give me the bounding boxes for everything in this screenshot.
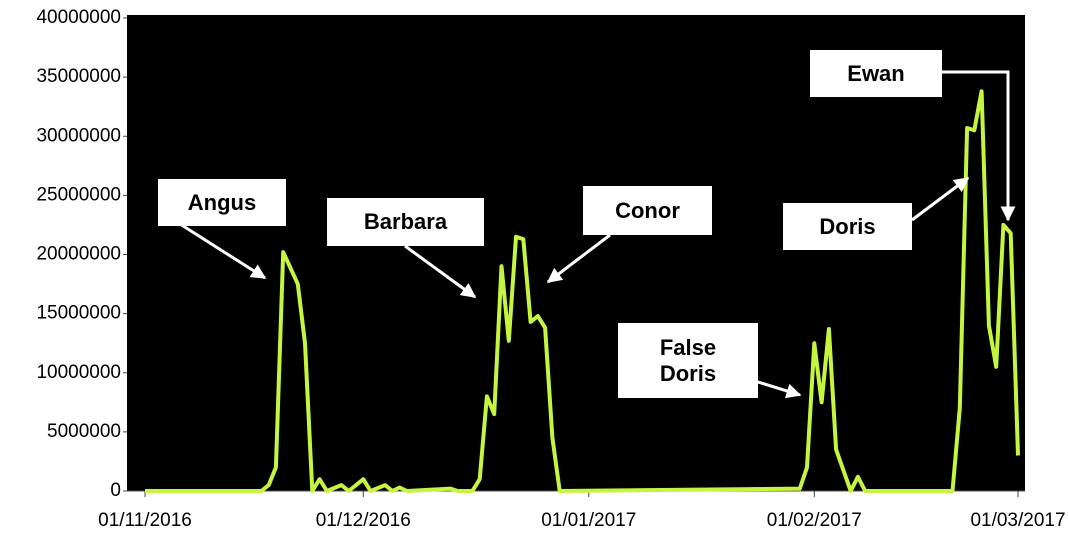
annotation: Barbara [327,198,484,246]
x-tick-label: 01/11/2016 [98,510,192,531]
annotation-arrow [179,222,267,280]
y-tick-label: 40000000 [36,7,121,28]
y-tick-label: 35000000 [36,66,121,87]
y-tick-label: 15000000 [36,303,121,324]
annotation-arrow [942,70,1016,222]
y-tick-label: 20000000 [36,244,121,265]
annotation: False Doris [618,323,758,398]
y-tick-label: 30000000 [36,125,121,146]
x-tick-label: 01/02/2017 [767,510,862,531]
y-tick-label: 5000000 [47,421,121,442]
data-line [145,89,1020,493]
y-tick-label: 10000000 [36,362,121,383]
annotation: Doris [783,203,912,250]
y-tick-label: 0 [110,480,121,501]
x-tick-label: 01/03/2017 [970,510,1065,531]
annotation-arrow [404,244,477,299]
annotation: Conor [583,186,712,235]
annotation: Ewan [810,50,942,97]
y-tick-label: 25000000 [36,184,121,205]
x-tick-label: 01/12/2016 [316,510,411,531]
annotation-arrow [546,233,611,284]
annotation: Angus [158,179,286,226]
annotation-arrow [911,176,970,222]
x-tick-label: 01/01/2017 [541,510,636,531]
